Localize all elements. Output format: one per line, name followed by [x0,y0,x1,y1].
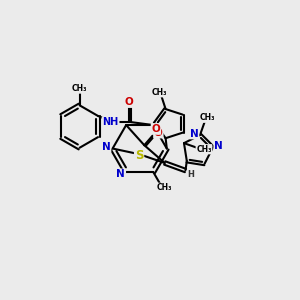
Text: CH₃: CH₃ [72,84,87,93]
Text: N: N [116,169,125,179]
Text: O: O [152,124,160,134]
Text: N: N [214,141,223,151]
Text: NH: NH [102,117,119,127]
Text: H: H [187,170,194,179]
Text: N: N [190,128,199,139]
Text: CH₃: CH₃ [152,88,167,97]
Text: CH₃: CH₃ [196,145,212,154]
Text: S: S [135,149,143,162]
Text: O: O [154,128,163,138]
Text: CH₃: CH₃ [199,113,215,122]
Text: CH₃: CH₃ [157,183,172,192]
Text: O: O [124,97,133,107]
Text: N: N [102,142,110,152]
